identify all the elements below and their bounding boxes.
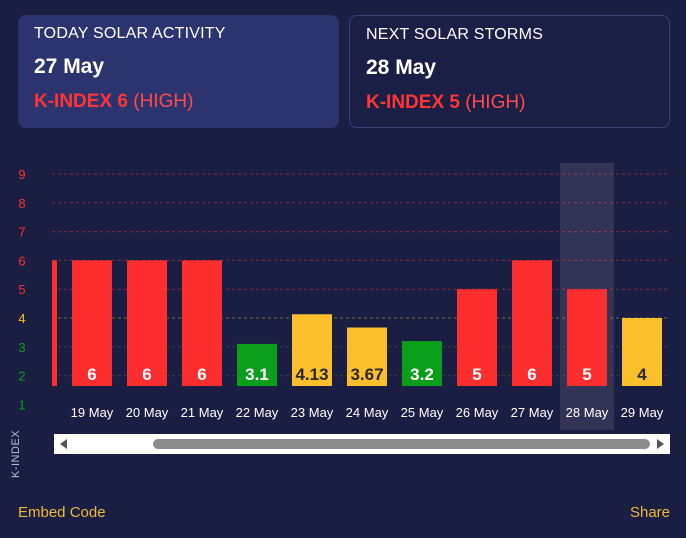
y-tick-label: 9 <box>18 167 25 182</box>
kindex-bar-chart: 1 2 3 4 5 6 7 8 9 y 6 19 May 6 20 May 6 21 May 3.1 22 Ma… <box>17 163 670 430</box>
bar[interactable] <box>17 260 57 386</box>
today-solar-activity-card: TODAY SOLAR ACTIVITY 27 May K-INDEX 6 (H… <box>18 15 339 128</box>
today-card-title: TODAY SOLAR ACTIVITY <box>34 25 226 42</box>
y-axis-ticks: 1 2 3 4 5 6 7 8 9 <box>18 167 25 412</box>
x-tick-label: 25 May <box>401 405 444 420</box>
x-tick-label: 20 May <box>126 405 169 420</box>
y-tick-label: 2 <box>18 369 25 384</box>
x-tick-label: 24 May <box>346 405 389 420</box>
bar-value-label: 3.67 <box>350 365 383 384</box>
y-tick-label: 1 <box>18 397 25 412</box>
bar-value-label: 3.2 <box>410 365 434 384</box>
bar-value-label: 6 <box>87 365 96 384</box>
next-card-date: 28 May <box>366 56 437 79</box>
bar[interactable] <box>347 327 387 386</box>
bar-value-label: 3.1 <box>245 365 269 384</box>
y-tick-label: 7 <box>18 225 25 240</box>
next-kindex-level: (HIGH) <box>465 92 526 113</box>
bar[interactable] <box>622 318 662 386</box>
y-tick-label: 6 <box>18 253 25 268</box>
bar-value-label: 4 <box>637 365 647 384</box>
bar-value-label: 6 <box>197 365 206 384</box>
scrollbar-thumb[interactable] <box>153 439 650 449</box>
chart-plot-area[interactable]: y 6 19 May 6 20 May 6 21 May 3.1 22 May 4.13 23 Ma… <box>17 163 664 430</box>
bar[interactable] <box>402 341 442 386</box>
today-kindex-level: (HIGH) <box>133 91 194 112</box>
embed-code-link[interactable]: Embed Code <box>18 504 106 521</box>
x-tick-label: 27 May <box>511 405 554 420</box>
x-tick-label: 22 May <box>236 405 279 420</box>
x-tick-label: 26 May <box>456 405 499 420</box>
bar[interactable] <box>127 260 167 386</box>
x-tick-label: 23 May <box>291 405 334 420</box>
today-card-kindex: K-INDEX 6 (HIGH) <box>34 91 323 113</box>
y-tick-label: 8 <box>18 196 25 211</box>
x-tick-label: 28 May <box>566 405 609 420</box>
share-link[interactable]: Share <box>629 504 670 521</box>
y-tick-label: 5 <box>18 282 25 297</box>
next-kindex-value: K-INDEX 5 <box>366 92 460 113</box>
bar[interactable] <box>567 289 607 386</box>
bar[interactable] <box>182 260 222 386</box>
x-tick-label: 21 May <box>181 405 224 420</box>
bar-value-label: 6 <box>527 365 536 384</box>
bar-value-label: 4.13 <box>295 365 328 384</box>
bar[interactable] <box>292 314 332 386</box>
y-axis-title: K-INDEX <box>10 429 22 478</box>
bar-value-label: 5 <box>472 365 481 384</box>
today-kindex-value: K-INDEX 6 <box>34 91 128 112</box>
next-card-title: NEXT SOLAR STORMS <box>366 26 544 43</box>
y-tick-label: 3 <box>18 340 25 355</box>
bar[interactable] <box>237 343 277 386</box>
scroll-right-arrow-icon[interactable] <box>657 439 664 449</box>
next-solar-storms-card[interactable]: NEXT SOLAR STORMS 28 May K-INDEX 5 (HIGH… <box>349 15 670 128</box>
bar-value-label: 6 <box>142 365 151 384</box>
x-tick-label: y <box>34 405 41 420</box>
x-tick-label: 19 May <box>71 405 114 420</box>
today-card-date: 27 May <box>34 55 105 78</box>
y-tick-label: 4 <box>18 311 25 326</box>
bar[interactable] <box>512 260 552 386</box>
x-tick-label: 29 May <box>621 405 664 420</box>
chart-scrollbar[interactable] <box>54 434 670 454</box>
bar[interactable] <box>72 260 112 386</box>
next-card-kindex: K-INDEX 5 (HIGH) <box>366 92 653 114</box>
bar[interactable] <box>457 289 497 386</box>
scroll-left-arrow-icon[interactable] <box>60 439 67 449</box>
bar-value-label: 5 <box>582 365 591 384</box>
